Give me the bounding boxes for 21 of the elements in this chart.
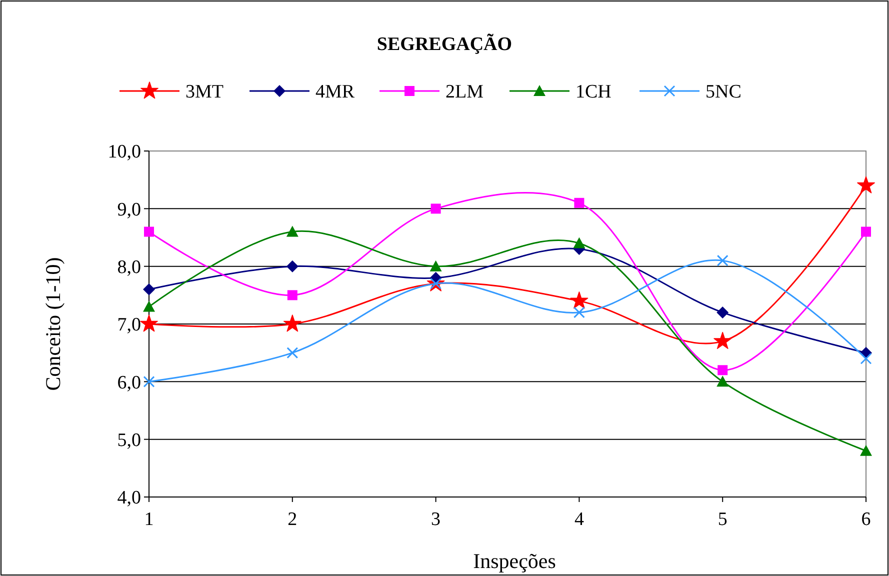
- y-tick-label: 7,0: [117, 314, 141, 336]
- y-axis-title: Conceito (1-10): [41, 257, 65, 391]
- x-tick-label: 5: [718, 509, 728, 530]
- y-tick-label: 10,0: [108, 142, 141, 163]
- y-tick-label: 8,0: [117, 256, 141, 278]
- y-tick-label: 9,0: [117, 199, 141, 220]
- x-tick-label: 4: [574, 509, 584, 530]
- legend-label: 3MT: [186, 82, 224, 103]
- x-axis-title: Inspeções: [473, 549, 556, 573]
- y-tick-label: 5,0: [117, 430, 141, 451]
- x-tick-label: 1: [144, 509, 154, 530]
- chart-title: SEGREGAÇÃO: [376, 33, 512, 55]
- legend-label: 1CH: [576, 82, 612, 103]
- legend-label: 2LM: [446, 82, 484, 103]
- y-tick-label: 4,0: [117, 488, 141, 509]
- y-tick-label: 6,0: [117, 372, 141, 394]
- x-tick-label: 2: [288, 509, 298, 530]
- x-tick-label: 6: [861, 509, 871, 530]
- legend-label: 4MR: [316, 82, 355, 103]
- legend-label: 5NC: [706, 82, 742, 103]
- x-tick-label: 3: [431, 509, 441, 530]
